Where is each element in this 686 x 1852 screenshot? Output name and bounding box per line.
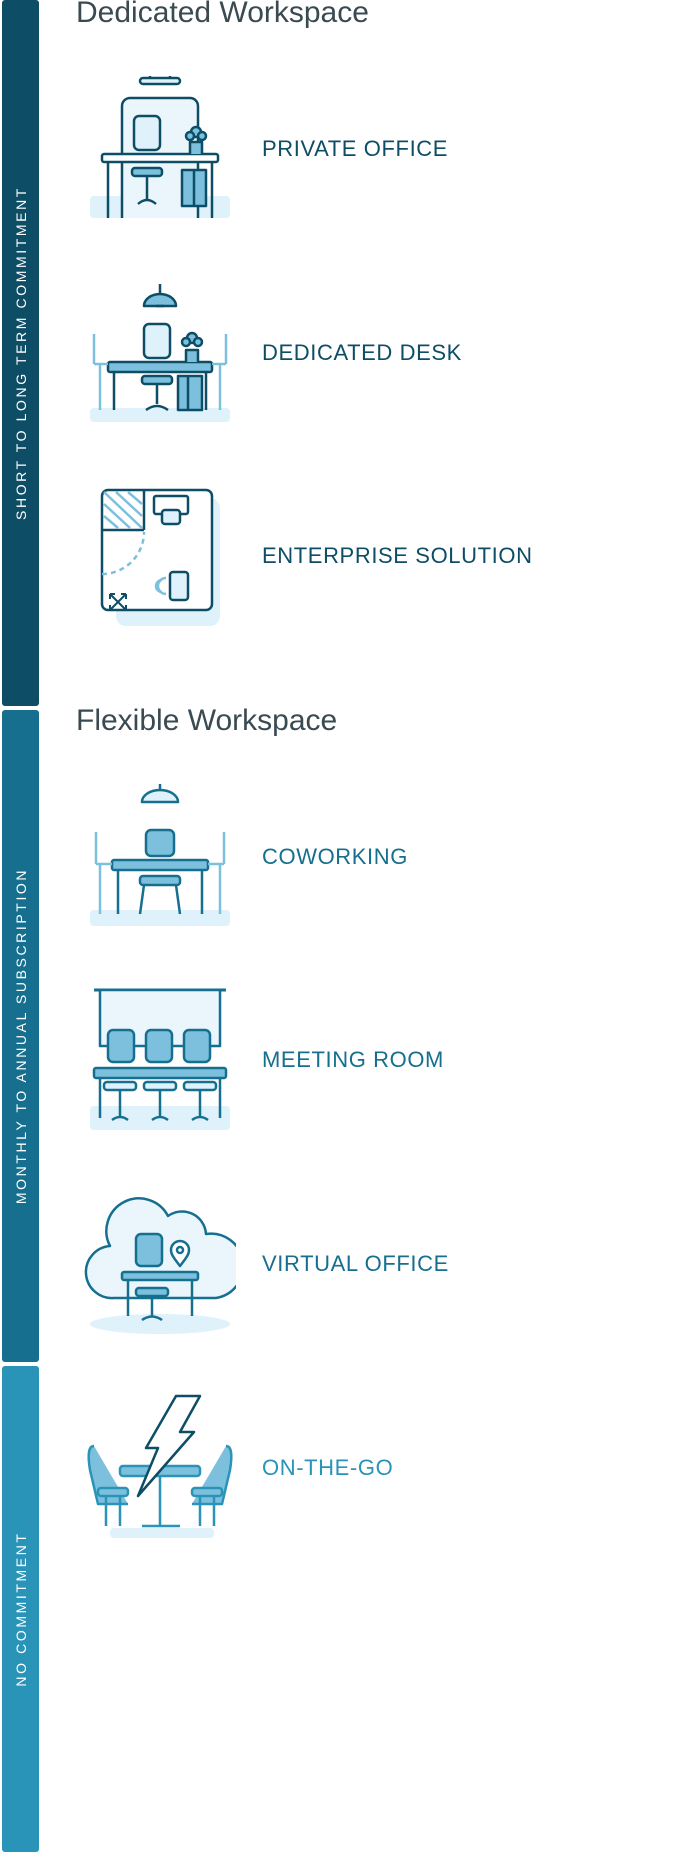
- virtual-office-icon: [84, 1186, 236, 1338]
- item-label-enterprise-solution: ENTERPRISE SOLUTION: [262, 543, 533, 568]
- item-label-on-the-go: ON-THE-GO: [262, 1455, 394, 1480]
- item-label-dedicated-desk: DEDICATED DESK: [262, 340, 462, 365]
- commitment-bar-no-commitment: NO COMMITMENT: [2, 1366, 39, 1852]
- commitment-label: MONTHLY TO ANNUAL SUBSCRIPTION: [12, 867, 29, 1205]
- meeting-room-icon: [84, 986, 236, 1138]
- commitment-label: NO COMMITMENT: [12, 1531, 29, 1687]
- commitment-bar-monthly-annual: MONTHLY TO ANNUAL SUBSCRIPTION: [2, 710, 39, 1362]
- section-title-dedicated: Dedicated Workspace: [76, 0, 369, 29]
- enterprise-solution-icon: [84, 484, 236, 636]
- private-office-icon: [84, 76, 236, 228]
- dedicated-desk-icon: [84, 280, 236, 432]
- item-label-meeting-room: MEETING ROOM: [262, 1047, 444, 1072]
- coworking-icon: [84, 782, 236, 934]
- commitment-bar-short-long: SHORT TO LONG TERM COMMITMENT: [2, 0, 39, 706]
- section-title-flexible: Flexible Workspace: [76, 704, 338, 737]
- on-the-go-icon: [84, 1392, 236, 1544]
- commitment-label: SHORT TO LONG TERM COMMITMENT: [12, 186, 29, 520]
- item-label-virtual-office: VIRTUAL OFFICE: [262, 1251, 449, 1276]
- item-label-coworking: COWORKING: [262, 844, 408, 869]
- item-label-private-office: PRIVATE OFFICE: [262, 136, 449, 161]
